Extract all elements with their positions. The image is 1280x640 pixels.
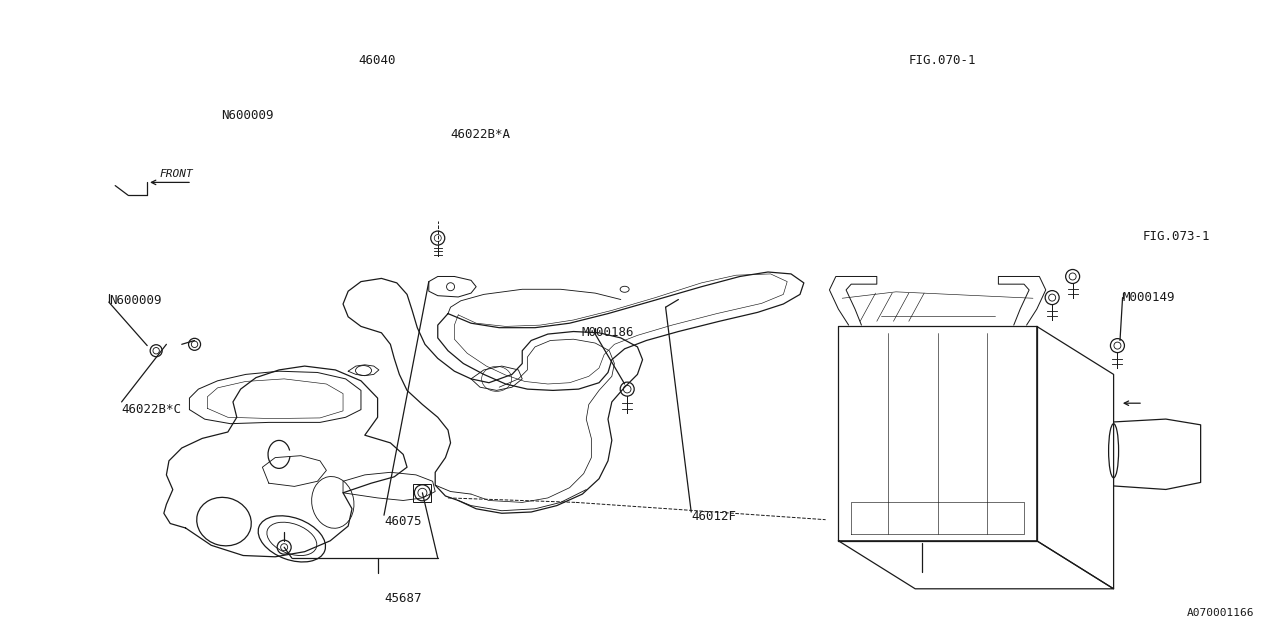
Text: FIG.070-1: FIG.070-1 [909, 54, 977, 67]
Text: 46022B*A: 46022B*A [451, 128, 511, 141]
Text: 45687: 45687 [384, 592, 421, 605]
Text: 46022B*C: 46022B*C [122, 403, 182, 416]
Text: 46075: 46075 [384, 515, 421, 528]
Text: 46040: 46040 [358, 54, 397, 67]
Text: FRONT: FRONT [160, 169, 193, 179]
Text: N600009: N600009 [220, 109, 274, 122]
Text: 46012F: 46012F [691, 510, 736, 523]
Text: A070001166: A070001166 [1187, 608, 1254, 618]
Text: M000149: M000149 [1123, 291, 1175, 304]
Text: N600009: N600009 [109, 294, 161, 307]
Text: M000186: M000186 [581, 326, 634, 339]
Text: FIG.073-1: FIG.073-1 [1143, 230, 1211, 243]
Bar [413, 484, 431, 502]
